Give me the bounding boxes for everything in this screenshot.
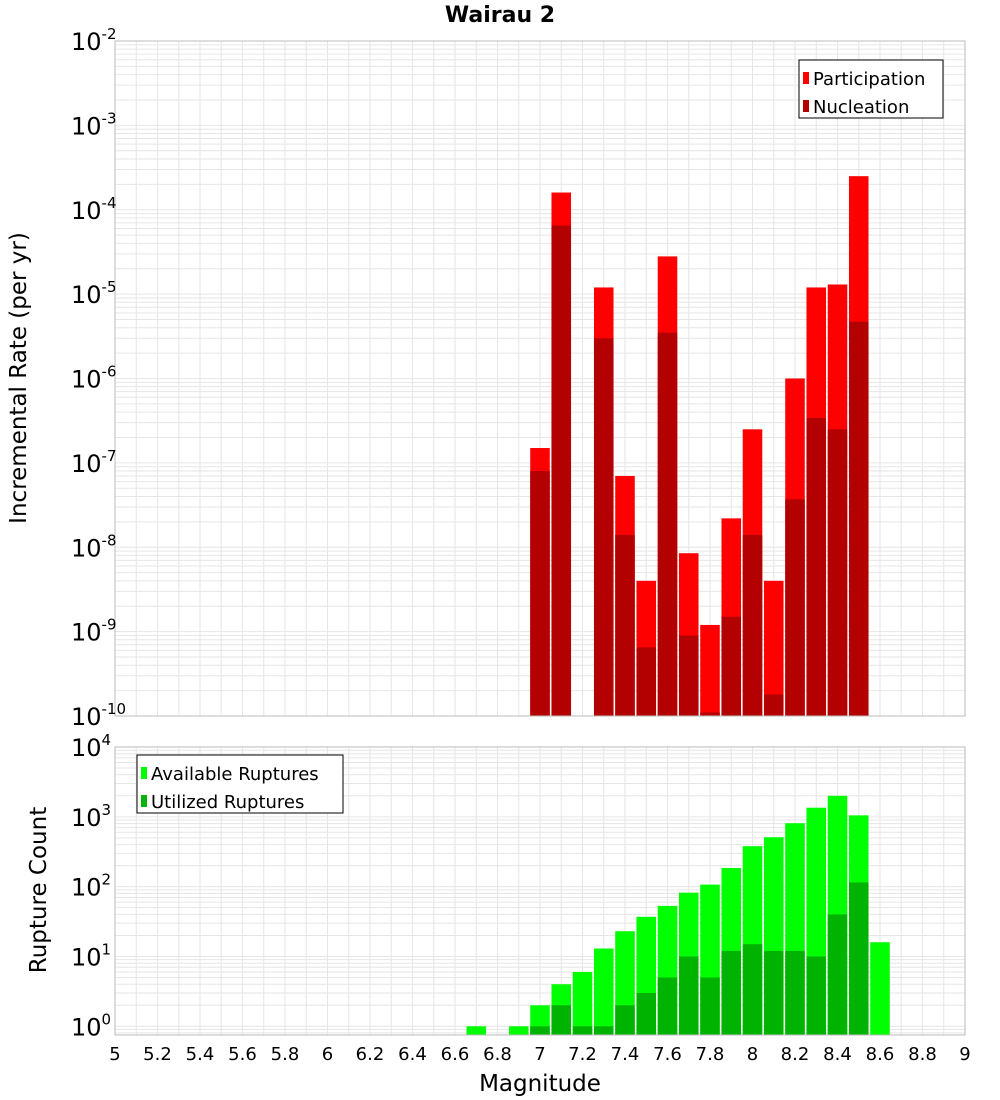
legend-swatch — [803, 100, 809, 112]
y-tick-label: 100 — [71, 1010, 111, 1041]
utilized-ruptures-bar — [700, 977, 720, 1035]
utilized-ruptures-bar — [593, 1026, 614, 1035]
count-y-axis-label: Rupture Count — [26, 807, 52, 973]
available-ruptures-bar — [870, 942, 890, 1035]
utilized-ruptures-bar — [530, 1026, 550, 1035]
utilized-ruptures-bar — [636, 992, 657, 1035]
utilized-ruptures-bar — [572, 1026, 593, 1035]
utilized-ruptures-bar — [848, 882, 869, 1035]
legend-swatch — [803, 72, 809, 84]
x-axis-label: Magnitude — [479, 1071, 601, 1097]
plot-frame — [114, 40, 966, 717]
x-tick-label: 5.4 — [186, 1044, 215, 1065]
legend-swatch — [141, 767, 147, 779]
y-tick-label: 10-3 — [71, 109, 117, 140]
y-tick-label: 10-10 — [71, 700, 126, 731]
x-tick-label: 5 — [109, 1044, 120, 1065]
chart-title: Wairau 2 — [445, 3, 555, 28]
legend-label: Available Ruptures — [151, 764, 319, 785]
x-tick-label: 6.2 — [356, 1044, 385, 1065]
utilized-ruptures-bar — [827, 914, 848, 1035]
rate-legend: Participation Nucleation — [798, 59, 944, 119]
x-tick-label: 5.8 — [271, 1044, 300, 1065]
utilized-ruptures-bar — [678, 956, 699, 1035]
nucleation-bar — [700, 712, 720, 716]
y-tick-label: 10-7 — [71, 447, 117, 478]
nucleation-bar — [551, 225, 572, 716]
y-tick-label: 10-8 — [71, 531, 117, 562]
nucleation-bar — [785, 499, 805, 716]
plot-frame — [114, 746, 966, 1036]
nucleation-bar — [721, 616, 742, 716]
nucleation-bar — [678, 635, 699, 716]
utilized-ruptures-bar — [763, 950, 784, 1035]
y-tick-label: 101 — [71, 940, 111, 971]
participation-bar — [763, 580, 784, 716]
x-tick-label: 8.4 — [823, 1044, 852, 1065]
utilized-ruptures-bar — [551, 1005, 572, 1035]
x-tick-label: 5.6 — [228, 1044, 257, 1065]
available-ruptures-bar — [466, 1026, 487, 1035]
legend-label: Nucleation — [813, 97, 909, 118]
nucleation-bar — [742, 534, 763, 716]
x-tick-label: 7.2 — [568, 1044, 597, 1065]
utilized-ruptures-bar — [785, 950, 805, 1035]
nucleation-bar — [827, 429, 848, 716]
nucleation-bar — [806, 418, 827, 716]
legend-label: Utilized Ruptures — [151, 792, 304, 813]
nucleation-bar — [657, 332, 678, 716]
x-tick-label: 6.8 — [483, 1044, 512, 1065]
legend-box — [136, 754, 344, 814]
x-tick-label: 7.6 — [653, 1044, 682, 1065]
legend-box — [798, 59, 944, 119]
x-tick-label: 7.8 — [696, 1044, 725, 1065]
rupture-count-chart: 100 101 102 103 104 5 5.2 5.4 5.6 5.8 6 6.2 6.4 6.6 6.… — [71, 731, 971, 1065]
y-tick-label: 103 — [71, 801, 111, 832]
y-tick-label: 10-6 — [71, 363, 117, 394]
y-tick-label: 102 — [71, 871, 111, 902]
y-tick-label: 10-2 — [71, 25, 117, 56]
x-tick-label: 6.4 — [398, 1044, 427, 1065]
utilized-ruptures-bar — [806, 956, 827, 1035]
x-tick-label: 7 — [534, 1044, 545, 1065]
y-tick-label: 10-9 — [71, 616, 117, 647]
available-ruptures-bar — [572, 971, 593, 1035]
utilized-ruptures-bar — [721, 950, 742, 1035]
nucleation-bar — [848, 321, 869, 716]
nucleation-bar — [530, 471, 550, 716]
nucleation-bar — [763, 694, 784, 716]
x-tick-label: 8.8 — [908, 1044, 937, 1065]
x-tick-label: 5.2 — [143, 1044, 172, 1065]
rate-y-axis-label: Incremental Rate (per yr) — [6, 232, 32, 524]
available-ruptures-bar — [508, 1026, 529, 1035]
x-tick-label: 8 — [747, 1044, 758, 1065]
nucleation-bar — [615, 534, 635, 716]
y-tick-label: 104 — [71, 731, 111, 762]
count-legend: Available Ruptures Utilized Ruptures — [136, 754, 344, 814]
x-tick-label: 8.6 — [866, 1044, 895, 1065]
participation-bar — [700, 624, 720, 716]
utilized-ruptures-bar — [615, 1005, 635, 1035]
x-tick-label: 6 — [322, 1044, 333, 1065]
x-tick-label: 8.2 — [781, 1044, 810, 1065]
x-tick-label: 9 — [959, 1044, 970, 1065]
rate-chart: 10-10 10-9 10-8 10-7 10-6 10-5 10-4 10-3 10-2 Par… — [71, 25, 966, 731]
legend-label: Participation — [813, 69, 925, 90]
nucleation-bar — [593, 338, 614, 716]
x-tick-label: 6.6 — [441, 1044, 470, 1065]
utilized-ruptures-bar — [657, 977, 678, 1035]
y-tick-label: 10-5 — [71, 278, 117, 309]
utilized-ruptures-bar — [742, 944, 763, 1035]
x-tick-label: 7.4 — [611, 1044, 640, 1065]
available-ruptures-bar — [593, 948, 614, 1035]
legend-swatch — [141, 795, 147, 807]
nucleation-bar — [636, 647, 657, 716]
y-tick-label: 10-4 — [71, 194, 117, 225]
